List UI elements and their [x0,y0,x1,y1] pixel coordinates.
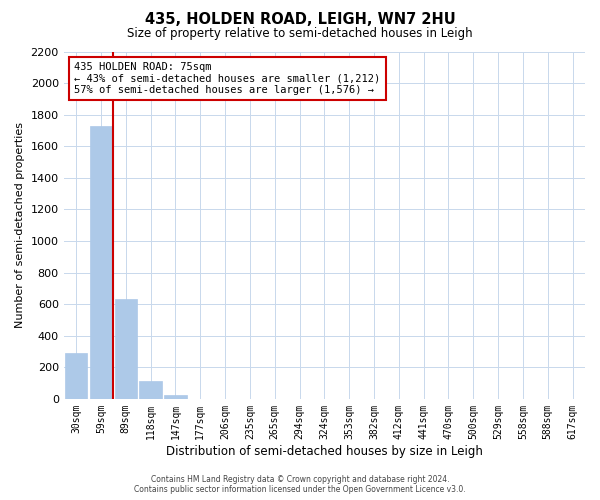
Text: 435 HOLDEN ROAD: 75sqm
← 43% of semi-detached houses are smaller (1,212)
57% of : 435 HOLDEN ROAD: 75sqm ← 43% of semi-det… [74,62,380,95]
X-axis label: Distribution of semi-detached houses by size in Leigh: Distribution of semi-detached houses by … [166,444,483,458]
Text: Size of property relative to semi-detached houses in Leigh: Size of property relative to semi-detach… [127,28,473,40]
Text: 435, HOLDEN ROAD, LEIGH, WN7 2HU: 435, HOLDEN ROAD, LEIGH, WN7 2HU [145,12,455,28]
Text: Contains HM Land Registry data © Crown copyright and database right 2024.
Contai: Contains HM Land Registry data © Crown c… [134,474,466,494]
Bar [139,382,162,399]
Bar [164,395,187,399]
Y-axis label: Number of semi-detached properties: Number of semi-detached properties [15,122,25,328]
Bar [65,353,87,399]
Bar [115,298,137,399]
Bar [90,126,112,399]
